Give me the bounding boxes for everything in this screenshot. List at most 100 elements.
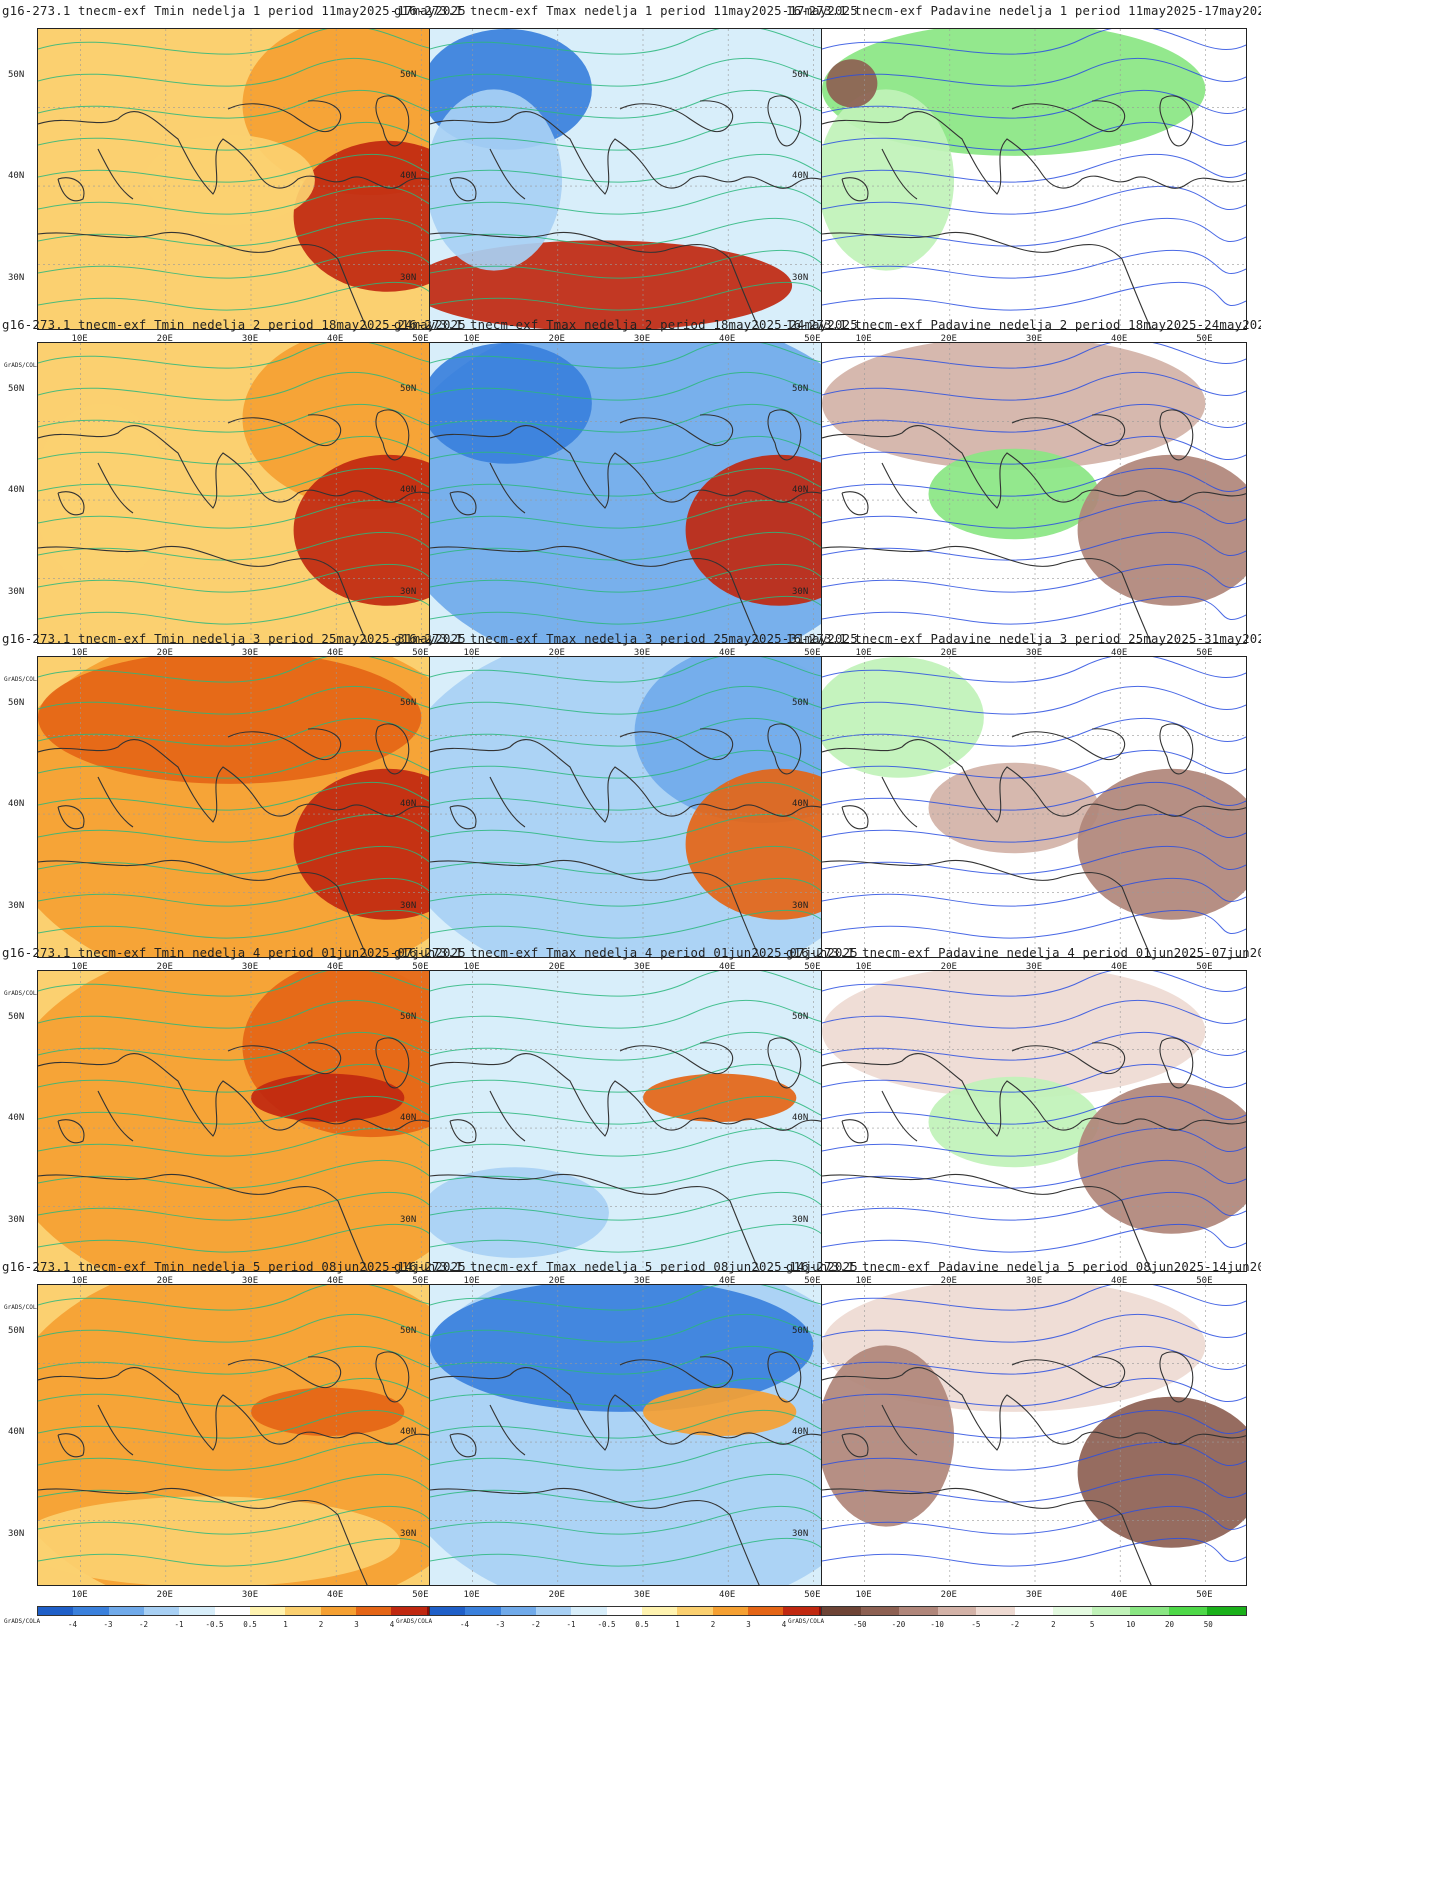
colorbar-tick-label: 4 xyxy=(389,1620,395,1629)
anomaly-map xyxy=(37,1284,463,1586)
lon-tick-label: 30E xyxy=(1025,962,1043,972)
coastline xyxy=(430,1367,854,1451)
contour-line xyxy=(822,1314,1246,1343)
contour-line xyxy=(822,1031,1246,1061)
coastline xyxy=(489,1404,526,1456)
anomaly-region xyxy=(430,89,563,271)
lat-tick-label: 50N xyxy=(8,70,25,81)
contour-line xyxy=(822,217,1246,247)
coastline xyxy=(227,728,341,761)
contour-line xyxy=(430,467,854,497)
coastline xyxy=(430,1053,854,1137)
forecast-panel-tmax-week-3: g16-273.1 tnecm-exf Tmax nedelja 3 perio… xyxy=(394,628,864,1006)
lon-tick-label: 20E xyxy=(156,1590,173,1600)
colorbar-tick-label: 0.5 xyxy=(243,1620,257,1629)
contour-line xyxy=(822,1409,1246,1439)
lon-tick-label: 40E xyxy=(719,334,736,344)
anomaly-region xyxy=(928,448,1099,540)
colorbar-tick-label: -50 xyxy=(852,1620,867,1629)
contour-line xyxy=(822,1537,1246,1567)
colorbar-tick-label: -0.5 xyxy=(597,1620,616,1629)
grads-credit: GrADS/COLA xyxy=(4,676,41,683)
contour-line xyxy=(38,1314,462,1343)
coastline xyxy=(97,1404,134,1456)
lat-tick-label: 30N xyxy=(792,1214,809,1225)
lat-tick-label: 50N xyxy=(8,1326,25,1337)
contour-line xyxy=(38,121,462,151)
anomaly-region xyxy=(251,1073,405,1122)
contour-line xyxy=(38,372,462,401)
forecast-panel-tmax-week-4: g16-273.1 tnecm-exf Tmax nedelja 4 perio… xyxy=(394,942,864,1320)
contour-line xyxy=(38,1063,462,1093)
colorbar-swatch xyxy=(214,1607,250,1615)
coastline xyxy=(841,1119,869,1144)
colorbar-tick-label: 3 xyxy=(354,1620,359,1629)
anomaly-map xyxy=(821,342,1247,644)
lon-tick-label: 30E xyxy=(1025,334,1043,344)
coastline xyxy=(881,776,918,828)
map-canvas xyxy=(822,343,1246,643)
coastline xyxy=(489,1090,526,1142)
coastline xyxy=(841,177,869,202)
lon-tick-label: 10E xyxy=(71,1590,88,1600)
contour-line xyxy=(822,1505,1246,1535)
contour-line xyxy=(430,1377,854,1407)
contour-line xyxy=(822,1095,1246,1125)
coastline xyxy=(430,425,854,509)
colorbar-tick-label: 0.5 xyxy=(635,1620,649,1629)
lon-tick-label: 50E xyxy=(1196,334,1213,344)
map-canvas xyxy=(38,343,462,643)
lat-tick-label: 50N xyxy=(792,1012,809,1023)
forecast-panel-tmax-week-5: g16-273.1 tnecm-exf Tmax nedelja 5 perio… xyxy=(394,1256,864,1634)
lon-tick-label: 50E xyxy=(804,1590,821,1600)
coastline xyxy=(841,491,869,516)
lon-tick-label: 20E xyxy=(548,962,565,972)
contour-line xyxy=(430,58,854,87)
colorbar-swatch xyxy=(1053,1607,1092,1615)
coastline xyxy=(841,1433,869,1458)
contour-line xyxy=(822,686,1246,715)
lat-tick-label: 50N xyxy=(400,70,417,81)
colorbar-swatch xyxy=(430,1607,466,1615)
lon-tick-label: 10E xyxy=(855,962,872,972)
lon-tick-label: 40E xyxy=(1111,1590,1128,1600)
map-canvas xyxy=(430,657,854,957)
contour-line xyxy=(822,29,1246,55)
lon-tick-label: 20E xyxy=(940,1590,957,1600)
lat-tick-label: 40N xyxy=(8,485,25,496)
coastline xyxy=(822,859,1152,957)
lon-tick-label: 20E xyxy=(940,1276,957,1286)
coastline xyxy=(822,425,1246,509)
anomaly-region xyxy=(38,403,171,585)
coastline xyxy=(38,859,368,957)
lon-tick-label: 30E xyxy=(1025,648,1043,658)
coastline xyxy=(619,728,733,761)
coastline xyxy=(1011,728,1125,761)
coastline xyxy=(1159,95,1194,147)
coastline xyxy=(375,1037,410,1089)
contour-line xyxy=(430,781,854,811)
contour-line xyxy=(38,1377,462,1407)
coastline xyxy=(822,1173,1152,1271)
contour-line xyxy=(822,877,1246,907)
lat-tick-label: 50N xyxy=(400,1012,417,1023)
anomaly-region xyxy=(822,971,1206,1098)
lon-tick-label: 50E xyxy=(1196,1276,1213,1286)
coastline xyxy=(881,462,918,514)
panel-title: 16-273.1 tnecm-exf Padavine nedelja 3 pe… xyxy=(786,632,1261,646)
lon-tick-label: 40E xyxy=(719,648,736,658)
colorbar-tick-label: -20 xyxy=(891,1620,906,1629)
contour-line xyxy=(822,58,1246,87)
lat-tick-label: 30N xyxy=(400,1214,417,1225)
coastline xyxy=(1011,1042,1125,1075)
panel-title: g16-273.1 tnecm-exf Tmax nedelja 2 perio… xyxy=(394,318,858,332)
lon-tick-label: 50E xyxy=(412,1276,429,1286)
coastline xyxy=(619,414,733,447)
contour-line xyxy=(430,1314,854,1343)
lon-tick-label: 30E xyxy=(241,648,259,658)
forecast-panel-tmin-week-4: g16-273.1 tnecm-exf Tmin nedelja 4 perio… xyxy=(2,942,472,1320)
coastline xyxy=(822,545,1152,643)
coastline xyxy=(881,148,918,200)
lat-tick-label: 40N xyxy=(792,799,809,810)
colorbar-tick-label: 2 xyxy=(318,1620,324,1629)
